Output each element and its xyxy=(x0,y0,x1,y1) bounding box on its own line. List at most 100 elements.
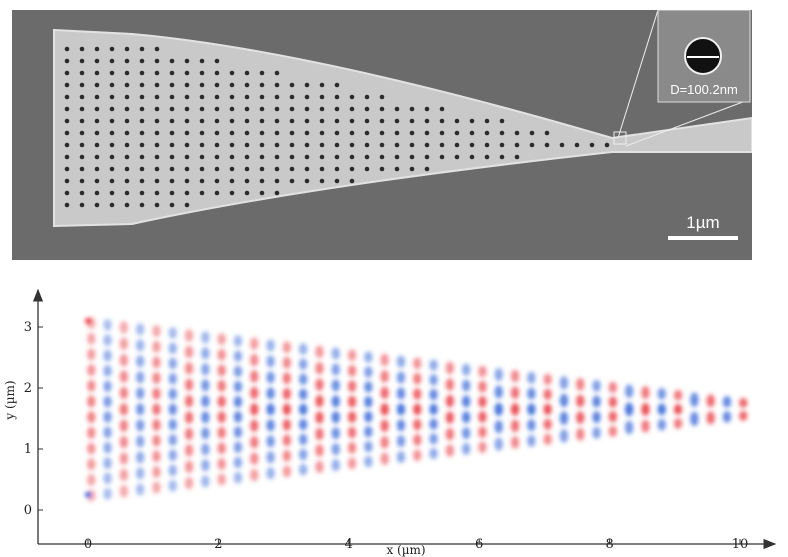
hole xyxy=(64,202,70,208)
field-lobe xyxy=(396,403,406,416)
hole xyxy=(289,118,295,124)
hole xyxy=(304,154,310,160)
field-lobe xyxy=(445,411,455,424)
field-lobe xyxy=(135,323,145,336)
hole xyxy=(349,130,355,136)
field-lobe xyxy=(527,419,536,432)
hole xyxy=(244,106,250,112)
hole xyxy=(64,190,70,196)
field-lobe xyxy=(527,387,536,400)
hole xyxy=(274,82,280,88)
field-lobe xyxy=(347,457,357,470)
field-lobe xyxy=(282,418,292,431)
field-lobe xyxy=(364,366,373,378)
hole xyxy=(109,130,115,136)
field-lobe xyxy=(543,373,552,386)
hole xyxy=(514,130,520,136)
field-lobe xyxy=(429,418,438,430)
hole xyxy=(199,94,205,100)
field-lobe xyxy=(201,443,210,456)
field-lobe xyxy=(494,367,503,382)
hole xyxy=(439,154,445,160)
hole xyxy=(139,70,145,76)
field-lobe xyxy=(510,386,520,400)
hole xyxy=(199,118,205,124)
x-tick-label: 2 xyxy=(214,537,222,552)
field-lobe xyxy=(103,349,112,362)
field-lobe xyxy=(119,452,129,465)
field-pattern xyxy=(85,317,748,502)
hole xyxy=(109,46,115,52)
hole xyxy=(199,154,205,160)
hole xyxy=(139,178,145,184)
field-lobe xyxy=(233,395,243,408)
field-lobe xyxy=(478,365,487,378)
field-lobe xyxy=(201,379,210,392)
hole xyxy=(559,142,565,148)
field-lobe xyxy=(494,420,503,434)
field-lobe xyxy=(315,345,324,359)
hole xyxy=(199,82,205,88)
hole xyxy=(109,202,115,208)
field-lobe xyxy=(201,427,210,440)
field-lobe xyxy=(396,387,406,400)
y-tick-label: 2 xyxy=(24,381,32,396)
hole xyxy=(349,142,355,148)
hole xyxy=(109,94,115,100)
hole xyxy=(94,202,100,208)
y-tick-label: 0 xyxy=(24,503,32,518)
field-lobe xyxy=(298,358,308,370)
hole xyxy=(394,106,400,112)
hole xyxy=(79,190,85,196)
field-lobe xyxy=(119,337,129,351)
field-lobe xyxy=(217,473,226,486)
hole xyxy=(259,178,265,184)
hole xyxy=(64,58,70,64)
hole xyxy=(124,70,130,76)
hole xyxy=(94,190,100,196)
hole xyxy=(139,94,145,100)
hole xyxy=(409,130,415,136)
hole xyxy=(79,46,85,52)
hole xyxy=(244,154,250,160)
field-lobe xyxy=(576,411,585,425)
hole xyxy=(274,166,280,172)
hole xyxy=(154,118,160,124)
hole xyxy=(379,142,385,148)
field-lobe xyxy=(250,468,259,482)
hole xyxy=(214,178,220,184)
hole xyxy=(124,190,130,196)
field-lobe xyxy=(152,434,161,447)
field-lobe xyxy=(380,436,389,449)
field-lobe xyxy=(364,396,373,408)
field-lobe xyxy=(168,464,177,477)
hole xyxy=(154,46,160,52)
hole xyxy=(169,106,175,112)
hole xyxy=(139,142,145,148)
field-lobe xyxy=(331,411,340,424)
hole xyxy=(154,190,160,196)
hole xyxy=(199,70,205,76)
hole xyxy=(319,94,325,100)
hole xyxy=(79,166,85,172)
hole xyxy=(139,118,145,124)
hole xyxy=(169,142,175,148)
hole xyxy=(184,94,190,100)
hole xyxy=(214,142,220,148)
hole xyxy=(184,106,190,112)
hole xyxy=(259,82,265,88)
field-lobe xyxy=(364,351,373,363)
field-lobe xyxy=(461,363,471,376)
field-lobe xyxy=(331,427,340,440)
hole xyxy=(454,118,460,124)
hole xyxy=(424,166,430,172)
field-lobe xyxy=(413,403,422,416)
hole xyxy=(544,142,550,148)
hole xyxy=(109,178,115,184)
hole xyxy=(154,70,160,76)
field-lobe xyxy=(722,396,732,408)
field-lobe xyxy=(266,403,275,416)
hole xyxy=(64,118,70,124)
hole xyxy=(79,70,85,76)
field-lobe xyxy=(201,395,210,408)
